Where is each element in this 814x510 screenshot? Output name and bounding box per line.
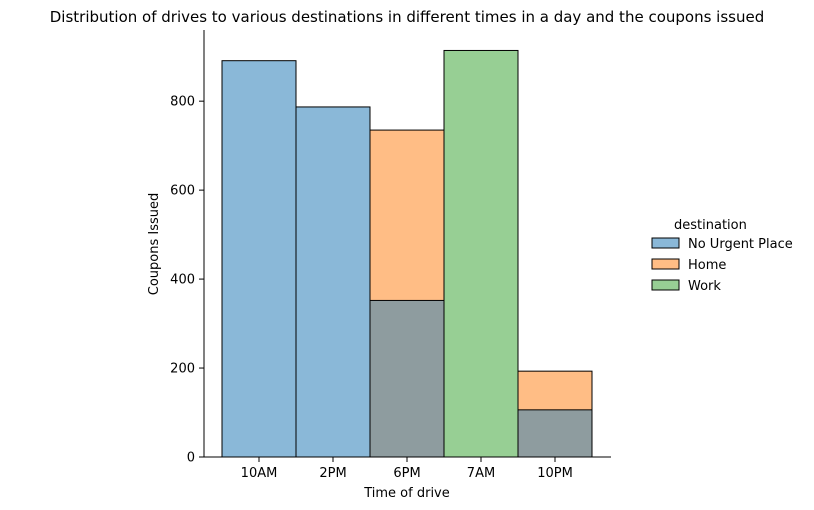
y-tick-label: 400: [170, 273, 195, 288]
bar-10pm-home: [518, 371, 592, 410]
x-tick-label: 6PM: [393, 466, 420, 481]
bar-7am-work: [443, 49, 519, 458]
bar-6pm-overlap: [370, 300, 444, 457]
x-tick-label: 2PM: [319, 466, 346, 481]
legend-label-no-urgent-place: No Urgent Place: [688, 237, 793, 252]
legend-swatch-work: [651, 279, 680, 291]
bars: [221, 49, 593, 458]
bar-6pm-home: [370, 130, 444, 301]
legend-title: destination: [674, 218, 747, 233]
x-ticks: 10AM 2PM 6PM 7AM 10PM: [241, 457, 573, 481]
bar-10am-no-urgent-place: [221, 60, 297, 458]
x-tick-label: 10AM: [241, 466, 278, 481]
x-axis-label: Time of drive: [363, 486, 450, 501]
bar-10pm-overlap: [518, 409, 592, 457]
legend-items: No Urgent Place Home Work: [651, 237, 793, 294]
y-ticks: 0 200 400 600 800: [170, 95, 204, 466]
x-tick-label: 10PM: [537, 466, 573, 481]
y-axis-label: Coupons Issued: [147, 193, 162, 296]
legend-label-home: Home: [688, 258, 726, 273]
bar-2pm-no-urgent-place: [295, 106, 371, 458]
legend-swatch-home: [651, 258, 680, 270]
y-tick-label: 200: [170, 362, 195, 377]
legend-swatch-no-urgent-place: [651, 237, 680, 249]
legend: destination No Urgent Place Home Work: [651, 218, 793, 294]
y-tick-label: 600: [170, 184, 195, 199]
y-tick-label: 0: [187, 451, 195, 466]
chart-title: Distribution of drives to various destin…: [50, 8, 764, 26]
x-tick-label: 7AM: [467, 466, 495, 481]
legend-label-work: Work: [688, 279, 721, 294]
y-tick-label: 800: [170, 95, 195, 110]
